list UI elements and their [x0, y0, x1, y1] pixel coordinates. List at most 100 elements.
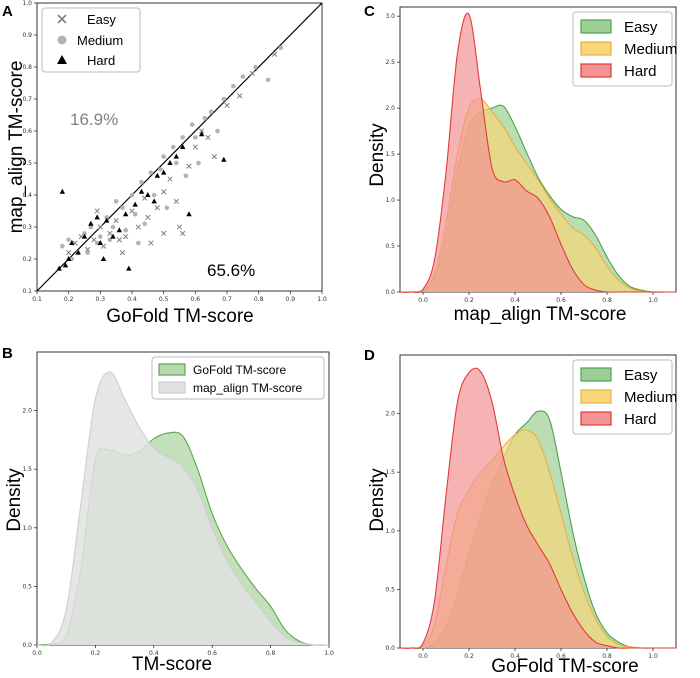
- point-easy: [237, 93, 243, 99]
- x-tick-label: 0.9: [286, 296, 296, 303]
- x-tick-label: 0.8: [602, 653, 612, 660]
- point-hard: [69, 240, 75, 245]
- point-easy: [199, 128, 205, 134]
- y-tick-label: 1.5: [385, 151, 395, 158]
- point-easy: [107, 230, 113, 237]
- x-tick-label: 0.8: [266, 650, 276, 657]
- legend-swatch-easy-d: [580, 367, 612, 382]
- x-tick-label: 1.0: [648, 297, 658, 304]
- x-tick-label: 0.7: [222, 296, 232, 303]
- point-hard: [56, 265, 62, 271]
- legend-swatch-map-align: [158, 381, 186, 394]
- legend-label-medium: Medium: [77, 33, 123, 48]
- point-easy: [94, 208, 100, 214]
- panel-letter-d: D: [364, 347, 375, 364]
- x-tick-label: 0.8: [254, 296, 264, 303]
- point-easy: [161, 230, 167, 237]
- point-medium: [278, 45, 284, 51]
- x-tick-label: 0.6: [207, 650, 217, 657]
- legend-marker-easy: [57, 14, 67, 24]
- point-hard: [173, 153, 180, 159]
- point-easy: [271, 51, 278, 57]
- point-hard: [75, 249, 81, 255]
- legend-box-a: [41, 7, 141, 73]
- point-easy: [180, 230, 186, 237]
- point-hard: [126, 265, 132, 271]
- x-tick-label: 0.4: [510, 653, 520, 660]
- point-hard: [167, 160, 173, 165]
- x-tick-label: 0.2: [464, 653, 474, 660]
- point-medium: [151, 192, 157, 198]
- legend-d: Easy Medium Hard: [572, 359, 677, 435]
- point-medium: [189, 122, 195, 127]
- density-line-hard: [399, 12, 676, 293]
- point-easy: [148, 240, 154, 246]
- point-easy: [176, 224, 183, 230]
- point-hard: [145, 192, 151, 197]
- point-medium: [142, 221, 147, 227]
- ticks-c: 0.0 0.2 0.4 0.6 0.8 1.0 0.0 0.5 1.0 1.5 2.0 2.5 3.0: [385, 13, 657, 304]
- point-easy: [167, 176, 173, 182]
- x-tick-label: 0.2: [64, 296, 74, 303]
- point-medium: [196, 160, 201, 166]
- point-easy: [119, 249, 126, 256]
- y-tick-label: 0.9: [22, 32, 32, 39]
- point-medium: [221, 96, 227, 102]
- y-tick-label: 2.0: [385, 411, 395, 418]
- x-axis-label-c: map_align TM-score: [454, 304, 627, 325]
- point-hard: [160, 169, 167, 175]
- point-easy: [205, 134, 211, 141]
- point-hard: [97, 240, 104, 245]
- legend-label-easy: Easy: [87, 12, 116, 27]
- point-medium: [265, 77, 271, 83]
- point-medium: [104, 215, 109, 220]
- point-medium: [139, 179, 144, 185]
- y-tick-label: 0.5: [385, 243, 395, 250]
- point-hard: [88, 220, 94, 226]
- y-tick-label: 0.8: [22, 64, 32, 71]
- panel-d: 0.0 0.2 0.4 0.6 0.8 1.0 0.0 0.5 1.0 1.5 2.0 Easy M…: [367, 354, 677, 677]
- density-curves-b: [36, 371, 330, 647]
- point-medium: [88, 224, 94, 230]
- legend-box-b: [151, 356, 325, 400]
- x-tick-label: 0.4: [149, 650, 159, 657]
- point-easy: [173, 198, 179, 205]
- density-curves-d: [399, 367, 676, 649]
- point-medium: [123, 227, 128, 233]
- x-tick-label: 0.0: [418, 297, 428, 304]
- y-tick-label: 0.1: [22, 288, 32, 295]
- legend-swatch-hard-d: [580, 411, 612, 426]
- point-easy: [129, 208, 135, 214]
- y-tick-label: 0.7: [22, 96, 32, 103]
- point-medium: [215, 128, 220, 134]
- x-tick-label: 0.6: [556, 297, 566, 304]
- annotation-above-diagonal: 16.9%: [70, 110, 118, 129]
- point-easy: [211, 153, 217, 160]
- x-tick-label: 0.4: [510, 297, 520, 304]
- point-medium: [158, 167, 163, 172]
- y-axis-label-a: map_align TM-score: [6, 61, 27, 234]
- point-easy: [161, 189, 167, 195]
- y-tick-label: 2.0: [22, 408, 32, 415]
- point-hard: [198, 131, 205, 137]
- point-hard: [103, 217, 110, 223]
- point-easy: [91, 237, 97, 243]
- panel-a: 0.1 0.2 0.3 0.4 0.5 0.6 0.7 0.8 0.9 1.0 0.1 0.2 0.3 0…: [6, 0, 327, 327]
- y-tick-label: 1.0: [22, 0, 32, 7]
- legend-swatch-hard-c: [580, 63, 612, 78]
- point-hard: [186, 211, 192, 217]
- point-hard: [81, 233, 88, 239]
- x-tick-label: 0.2: [464, 297, 474, 304]
- point-medium: [120, 205, 125, 211]
- y-tick-label: 3.0: [385, 13, 395, 20]
- x-tick-label: 0.2: [91, 650, 101, 657]
- y-tick-label: 0.6: [22, 128, 32, 135]
- point-easy: [145, 214, 151, 221]
- panel-letter-b: B: [2, 345, 13, 362]
- point-hard: [138, 188, 145, 194]
- point-hard: [100, 256, 107, 261]
- x-tick-label: 1.0: [317, 296, 327, 303]
- y-tick-label: 0.3: [22, 224, 32, 231]
- point-medium: [85, 250, 90, 255]
- legend-label-easy-c: Easy: [624, 19, 658, 36]
